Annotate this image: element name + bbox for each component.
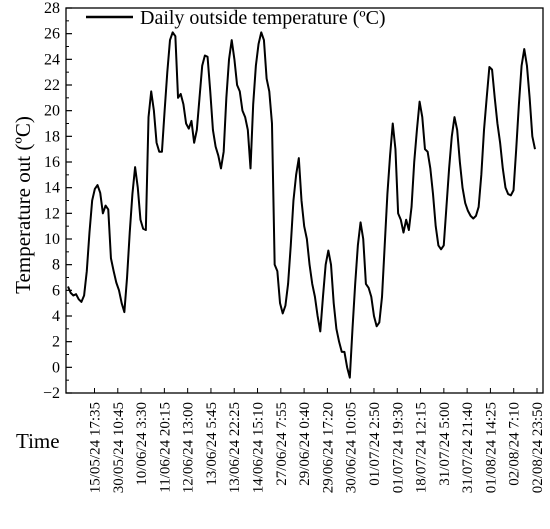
x-tick-label: 13/06/24 5:45 — [204, 402, 220, 486]
x-tick-label: 02/08/24 7:10 — [507, 402, 523, 486]
x-axis-ticks: 15/05/24 17:35 30/05/24 10:45 10/06/24 3:3… — [88, 388, 546, 493]
plot-frame — [65, 7, 544, 394]
x-tick-label: 12/06/24 13:00 — [181, 402, 197, 493]
x-tick-label: 01/08/24 14:25 — [483, 402, 499, 493]
x-axis-label: Time — [16, 429, 60, 453]
x-tick-label: 18/07/24 12:15 — [414, 402, 430, 493]
x-tick-label: 15/05/24 17:35 — [88, 402, 104, 493]
series-line-daily-outside-temperature — [67, 31, 536, 379]
y-tick-label: 2 — [52, 334, 60, 351]
y-tick-label: 20 — [44, 103, 60, 120]
x-tick-label: 13/06/24 22:25 — [227, 402, 243, 493]
y-axis-label: Temperature out (ºC) — [11, 116, 35, 294]
y-tick-label: 22 — [44, 77, 60, 94]
y-tick-label: 26 — [44, 26, 60, 43]
x-tick-label: 31/07/24 21:40 — [460, 402, 476, 493]
x-tick-label: 29/06/24 0:40 — [297, 402, 313, 486]
x-tick-label: 14/06/24 15:10 — [251, 402, 267, 493]
y-tick-label: 10 — [44, 231, 60, 248]
legend-label: Daily outside temperature (ºC) — [140, 7, 386, 29]
y-tick-label: 28 — [44, 0, 60, 17]
x-tick-label: 01/07/24 19:30 — [390, 402, 406, 493]
x-tick-label: 27/06/24 7:55 — [274, 402, 290, 486]
y-tick-label: 24 — [44, 51, 60, 68]
y-tick-label: 4 — [52, 308, 60, 325]
y-tick-label: 12 — [44, 205, 60, 222]
y-tick-label: 14 — [44, 180, 60, 197]
y-tick-label: −2 — [43, 385, 60, 402]
x-tick-label: 30/06/24 10:05 — [344, 402, 360, 493]
y-tick-label: 8 — [52, 257, 60, 274]
x-tick-label: 10/06/24 3:30 — [134, 402, 150, 486]
x-tick-label: 02/08/24 23:50 — [530, 402, 546, 493]
x-tick-label: 30/05/24 10:45 — [111, 402, 127, 493]
y-tick-label: 0 — [52, 359, 60, 376]
y-tick-label: 16 — [44, 154, 60, 171]
x-tick-label: 31/07/24 5:00 — [437, 402, 453, 486]
x-tick-label: 11/06/24 20:15 — [157, 402, 173, 493]
y-tick-label: 18 — [44, 128, 60, 145]
x-tick-label: 29/06/24 17:20 — [320, 402, 336, 493]
x-tick-label: 01/07/24 2:50 — [367, 402, 383, 486]
y-tick-label: 6 — [52, 282, 60, 299]
